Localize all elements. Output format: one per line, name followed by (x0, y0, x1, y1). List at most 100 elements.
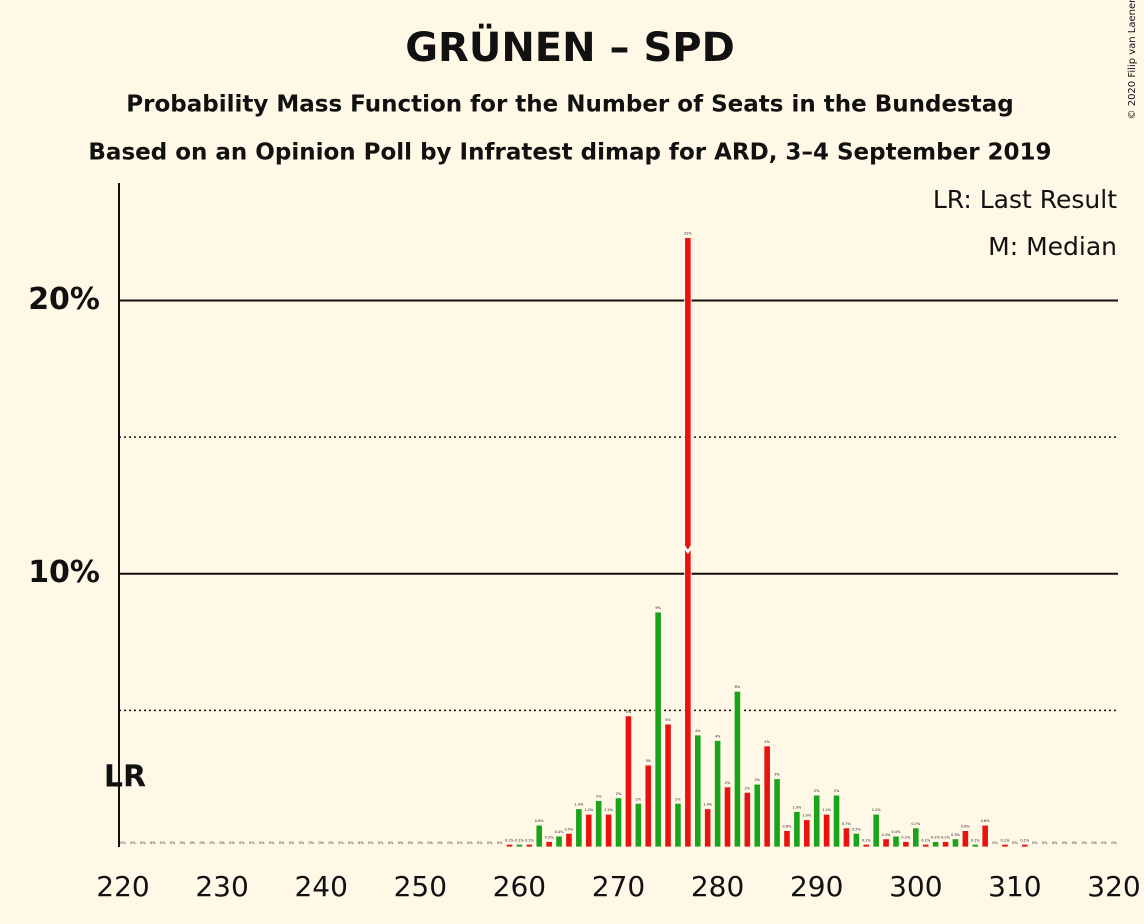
value-label: 0% (1012, 841, 1018, 845)
value-label: 0% (1101, 841, 1107, 845)
value-label: 0% (150, 841, 156, 845)
value-label: 4% (715, 734, 721, 738)
value-label: 0% (358, 841, 364, 845)
bar (714, 740, 722, 848)
bar (595, 800, 603, 848)
value-label: 0% (199, 841, 205, 845)
value-label: 0% (1042, 841, 1048, 845)
value-label: 6% (735, 685, 741, 689)
bar (922, 843, 930, 848)
value-label: 0.2% (545, 836, 555, 840)
chart-subtitle: Probability Mass Function for the Number… (126, 92, 1013, 118)
value-label: 5% (626, 710, 632, 714)
bar (644, 764, 652, 848)
value-label: 0% (427, 841, 433, 845)
value-label: 0% (279, 841, 285, 845)
x-tick-label: 240 (294, 870, 347, 903)
value-label: 0% (408, 841, 414, 845)
value-label: 0% (160, 841, 166, 845)
value-label: 0% (348, 841, 354, 845)
value-label: 0% (309, 841, 315, 845)
value-label: 1.4% (703, 803, 713, 807)
value-label: 2% (636, 797, 642, 801)
value-label: 0% (992, 841, 998, 845)
value-label: 0% (1072, 841, 1078, 845)
value-label: 0% (209, 841, 215, 845)
value-label: 2% (754, 778, 760, 782)
bar (951, 838, 960, 848)
bar (654, 611, 662, 848)
value-label: 0% (467, 841, 473, 845)
value-label: 0.6% (961, 825, 971, 829)
value-label: 3% (645, 759, 651, 763)
value-label: 0% (1032, 841, 1038, 845)
value-label: 0% (289, 841, 295, 845)
value-label: 0.2% (941, 836, 951, 840)
bar (892, 835, 900, 848)
value-label: 0% (477, 841, 483, 845)
value-label: 0.7% (842, 822, 852, 826)
bar (882, 838, 890, 848)
value-label: 0.4% (555, 830, 565, 834)
value-label: 0.6% (783, 825, 793, 829)
value-label: 0.1% (505, 838, 515, 842)
bar (624, 715, 633, 848)
value-label: 0% (259, 841, 265, 845)
bar (852, 832, 860, 848)
value-label: 0% (239, 841, 245, 845)
y-tick-label: 10% (28, 555, 100, 590)
bar (971, 843, 979, 848)
bar (803, 819, 811, 848)
value-label: 0.1% (525, 838, 535, 842)
bar (565, 832, 573, 848)
value-label: 0.1% (1001, 838, 1011, 842)
x-tick-label: 230 (195, 870, 248, 903)
value-label: 1.2% (872, 808, 882, 812)
bar (555, 835, 563, 848)
value-label: 0% (418, 841, 424, 845)
value-label: 2% (616, 792, 622, 796)
value-label: 0.1% (921, 838, 931, 842)
bar (604, 813, 613, 848)
bar (674, 802, 682, 848)
value-label: 0% (140, 841, 146, 845)
value-label: 2% (596, 795, 602, 799)
value-label: 2% (745, 786, 751, 790)
bar (902, 841, 910, 848)
x-tick-label: 310 (988, 870, 1041, 903)
x-tick-label: 300 (889, 870, 942, 903)
value-label: 0% (368, 841, 374, 845)
value-label: 1.2% (584, 808, 594, 812)
chart-title: GRÜNEN – SPD (405, 23, 735, 71)
value-label: 0% (388, 841, 394, 845)
value-label: 0% (229, 841, 235, 845)
bar (664, 723, 672, 848)
value-label: 0.5% (564, 827, 574, 831)
value-label: 0% (249, 841, 255, 845)
bar (1021, 843, 1029, 848)
bar (515, 843, 524, 848)
bar (961, 830, 969, 848)
value-label: 0.4% (892, 830, 902, 834)
value-label: 0% (328, 841, 334, 845)
value-label: 1.0% (802, 814, 812, 818)
bar (783, 830, 791, 848)
value-label: 0.1% (862, 838, 872, 842)
legend-entry: M: Median (988, 232, 1117, 261)
value-label: 0.3% (951, 833, 961, 837)
x-tick-label: 280 (691, 870, 744, 903)
bar (1001, 843, 1009, 848)
x-tick-label: 320 (1087, 870, 1140, 903)
value-label: 1.2% (604, 808, 614, 812)
value-label: 0% (170, 841, 176, 845)
value-label: 0.2% (931, 836, 941, 840)
bar (505, 843, 514, 848)
value-label: 4% (764, 740, 770, 744)
bar (614, 797, 623, 848)
bar (823, 813, 831, 848)
value-label: 0.5% (852, 827, 862, 831)
bar (575, 808, 583, 848)
bar (981, 824, 989, 848)
bar (694, 734, 702, 848)
